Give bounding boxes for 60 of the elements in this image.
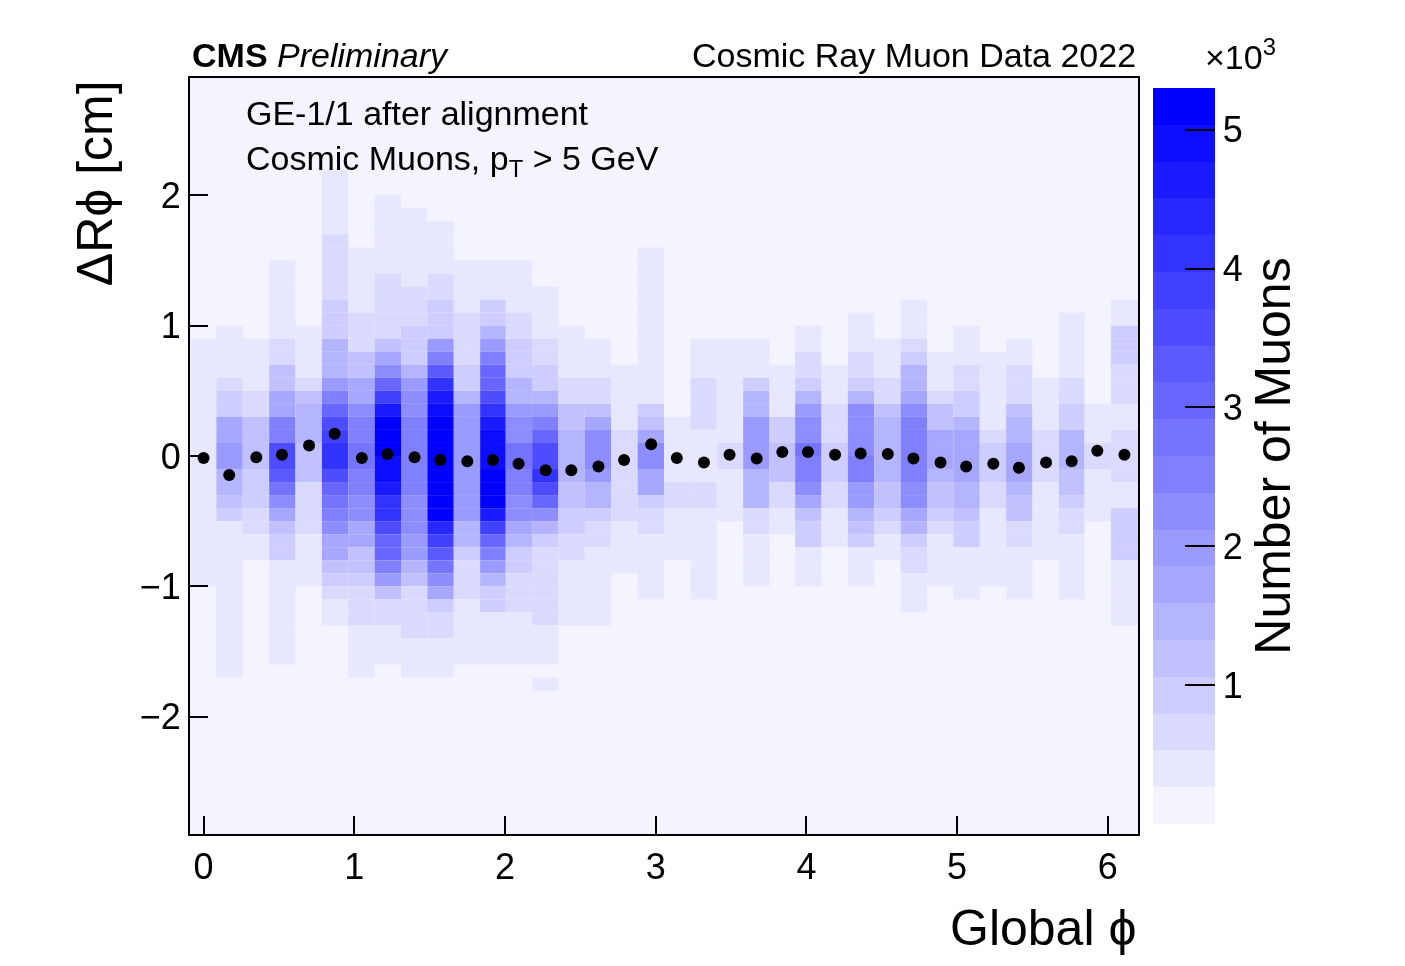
- point: [381, 448, 394, 461]
- point: [750, 452, 763, 465]
- color-bar-label: 5: [1222, 109, 1243, 151]
- point: [618, 453, 631, 466]
- x-tick-label: 4: [796, 846, 817, 888]
- point: [223, 468, 236, 481]
- point: [776, 446, 789, 459]
- x-tick-label: 1: [344, 846, 365, 888]
- point: [697, 456, 710, 469]
- point: [275, 448, 288, 461]
- point: [461, 455, 474, 468]
- point: [987, 457, 1000, 470]
- color-bar-label: 2: [1222, 525, 1243, 567]
- point: [1040, 456, 1053, 469]
- point: [1012, 461, 1025, 474]
- x-tick-label: 3: [645, 846, 666, 888]
- y-axis-title: ΔRϕ [cm]: [67, 80, 124, 287]
- annotation: Cosmic Muons, p$_{T}$ > 5 GeV: [246, 139, 659, 183]
- point: [1065, 455, 1078, 468]
- y-tick-label: −2: [139, 696, 181, 738]
- y-tick-label: 2: [160, 174, 181, 216]
- point: [539, 464, 552, 477]
- point: [303, 439, 316, 452]
- text: ×10$^{3}$: [1205, 33, 1276, 77]
- color-bar-label: 1: [1222, 664, 1243, 706]
- y-tick-label: 1: [160, 305, 181, 347]
- point: [1118, 448, 1131, 461]
- point: [355, 451, 368, 464]
- point: [723, 448, 736, 461]
- annotation: GE-1/1 after alignment: [246, 94, 589, 132]
- color-bar-title: Number of Muons: [1244, 257, 1301, 655]
- chart-title: CMS Preliminary: [192, 36, 450, 74]
- point: [408, 451, 421, 464]
- x-tick-label: 6: [1097, 846, 1118, 888]
- point: [486, 453, 499, 466]
- point: [854, 447, 867, 460]
- point: [829, 448, 842, 461]
- point: [934, 456, 947, 469]
- y-tick-label: −1: [139, 565, 181, 607]
- point: [801, 446, 814, 459]
- x-tick-label: 0: [193, 846, 214, 888]
- x-tick-label: 2: [494, 846, 516, 888]
- point: [670, 451, 683, 464]
- point: [565, 464, 578, 477]
- point: [1091, 444, 1104, 457]
- point: [328, 427, 341, 440]
- color-bar-label: 3: [1222, 387, 1243, 428]
- point: [960, 460, 973, 473]
- y-tick-label: 0: [160, 435, 181, 477]
- x-axis-title: Global ϕ: [950, 900, 1137, 956]
- point: [592, 460, 605, 473]
- point: [512, 457, 525, 470]
- color-bar-label: 4: [1222, 248, 1243, 290]
- chart-subtitle: Cosmic Ray Muon Data 2022: [692, 36, 1137, 74]
- point: [250, 451, 263, 464]
- point: [907, 452, 920, 465]
- point: [645, 438, 658, 451]
- x-tick-label: 5: [947, 846, 968, 888]
- point: [434, 453, 447, 466]
- point: [881, 448, 894, 461]
